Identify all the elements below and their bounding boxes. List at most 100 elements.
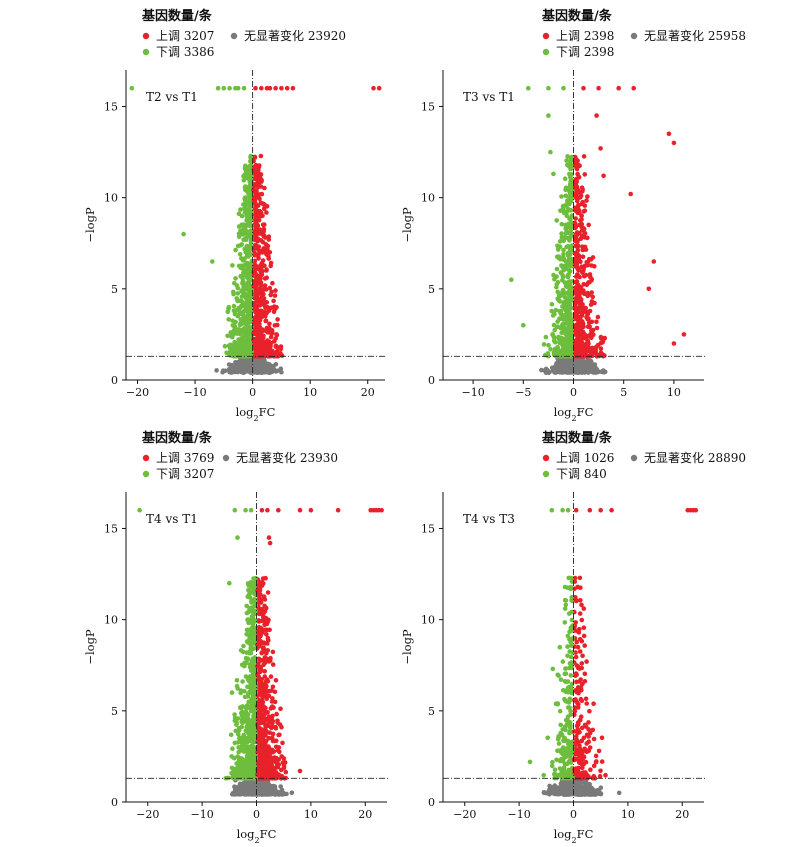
point-down [236, 749, 241, 755]
point-ns [254, 785, 260, 790]
point-up [264, 621, 270, 627]
point-up [379, 507, 384, 513]
point-down [250, 639, 256, 644]
point-up [573, 279, 578, 285]
legend-label-up: 上调 2398 [556, 29, 614, 43]
point-up [576, 210, 582, 215]
point-down [228, 330, 234, 335]
point-ns [258, 370, 263, 375]
point-up [261, 662, 266, 668]
point-up [581, 85, 586, 91]
point-down [230, 334, 235, 340]
point-up [590, 294, 595, 300]
point-down [237, 252, 243, 257]
point-up [594, 319, 599, 325]
point-up [269, 758, 274, 764]
point-up [586, 320, 592, 326]
point-up [671, 140, 677, 146]
point-down [558, 311, 564, 317]
point-up [263, 724, 269, 729]
x-tick-label: −5 [515, 386, 531, 399]
point-down [555, 243, 560, 249]
point-ns [267, 782, 272, 788]
point-up [574, 166, 580, 172]
point-up [596, 85, 601, 91]
point-down [181, 231, 186, 237]
point-up [270, 348, 275, 354]
point-down [244, 639, 250, 644]
legend-label-down: 下调 3207 [156, 467, 214, 481]
point-down [231, 303, 237, 309]
point-up [576, 254, 582, 259]
point-down [236, 337, 241, 342]
point-up [269, 720, 275, 726]
point-ns [247, 365, 253, 371]
point-down [565, 317, 570, 323]
point-up [266, 254, 271, 259]
point-down [567, 182, 573, 187]
point-up [573, 250, 578, 256]
point-down [240, 353, 245, 359]
point-ns [276, 790, 282, 796]
point-up [681, 332, 687, 337]
point-up [592, 300, 597, 306]
point-down [242, 256, 247, 261]
point-up [263, 764, 268, 769]
point-up [261, 627, 266, 633]
point-up [574, 176, 580, 181]
y-tick-label: 10 [104, 192, 118, 205]
point-up [262, 712, 267, 717]
point-up [264, 326, 270, 332]
y-axis-label: −logP [83, 207, 97, 243]
point-up [256, 619, 262, 624]
point-up [254, 236, 260, 241]
point-up [274, 762, 280, 767]
point-down [240, 720, 245, 726]
point-down [236, 211, 242, 217]
point-up [575, 266, 581, 272]
point-down [129, 85, 135, 91]
point-up [598, 146, 603, 151]
point-down [248, 291, 253, 297]
point-ns [575, 370, 581, 375]
point-down [243, 748, 249, 754]
point-up [254, 704, 260, 709]
point-up [581, 265, 586, 271]
point-up [281, 756, 287, 761]
point-up [573, 256, 578, 262]
point-up [578, 259, 583, 265]
point-down [238, 207, 243, 212]
point-up [582, 208, 588, 213]
point-down [250, 621, 256, 627]
point-down [568, 256, 574, 262]
point-up [275, 720, 280, 725]
point-up [263, 741, 268, 746]
point-up [582, 172, 588, 177]
point-down [558, 316, 564, 322]
point-down [236, 731, 241, 737]
point-down [551, 338, 557, 344]
data-points [137, 507, 384, 797]
point-ns [232, 786, 238, 792]
point-down [237, 705, 243, 710]
point-up [279, 724, 284, 730]
point-up [273, 678, 279, 683]
point-ns [543, 366, 549, 372]
point-down [561, 238, 566, 244]
point-up [577, 339, 583, 344]
point-up [255, 353, 261, 359]
point-down [240, 649, 246, 655]
point-down [240, 679, 245, 684]
point-up [573, 182, 578, 187]
point-down [243, 184, 248, 189]
point-up [579, 217, 584, 222]
point-up [261, 233, 267, 238]
legend-marker-down [142, 48, 150, 56]
point-down [243, 507, 248, 513]
point-up [263, 249, 269, 254]
point-up [262, 185, 267, 191]
point-up [575, 186, 580, 192]
x-tick-label: 10 [303, 386, 317, 399]
point-down [215, 85, 221, 91]
